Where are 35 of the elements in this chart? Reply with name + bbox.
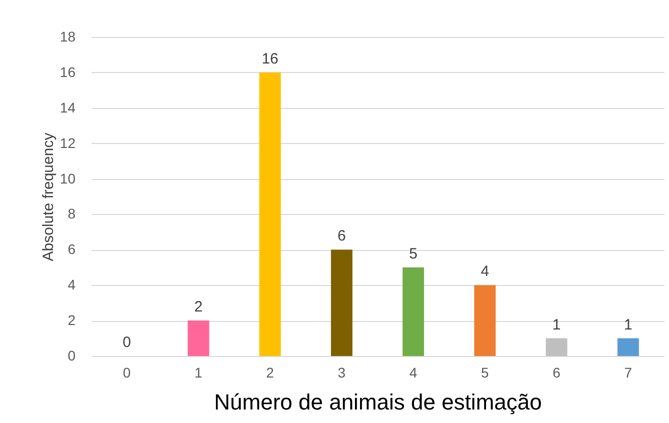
y-tick-label: 4 — [68, 276, 76, 293]
y-tick-label: 10 — [60, 170, 76, 186]
data-label: 4 — [480, 263, 490, 280]
x-tick-label: 3 — [338, 364, 346, 380]
y-tick-label: 14 — [60, 99, 76, 116]
x-tick-label: 4 — [409, 364, 418, 380]
data-label: 16 — [262, 50, 278, 68]
y-tick-label: 16 — [60, 64, 76, 80]
x-tick-label: 0 — [122, 364, 131, 380]
y-tick-label: 6 — [68, 241, 76, 258]
bar — [259, 72, 281, 356]
data-label: 2 — [194, 298, 203, 316]
y-tick-label: 2 — [68, 312, 76, 328]
y-axis-title: Absolute frequency — [40, 132, 57, 262]
x-axis-title: Número de animais de estimação — [214, 390, 542, 414]
x-tick-label: 1 — [194, 364, 203, 380]
bar — [402, 267, 424, 356]
data-label: 1 — [624, 316, 632, 334]
y-tick-label: 8 — [68, 206, 76, 222]
bar — [474, 285, 496, 356]
y-tick-label: 0 — [68, 348, 76, 364]
y-tick-label: 12 — [60, 134, 76, 151]
data-label: 5 — [409, 245, 418, 262]
x-tick-label: 6 — [552, 364, 561, 380]
bar — [546, 338, 568, 356]
x-tick-label: 2 — [266, 364, 274, 380]
x-tick-label: 7 — [624, 364, 632, 380]
bar — [330, 250, 352, 356]
data-label: 6 — [338, 228, 346, 245]
bar — [617, 338, 639, 356]
y-tick-label: 18 — [60, 28, 76, 44]
x-tick-label: 5 — [481, 364, 490, 380]
data-label: 0 — [122, 334, 131, 351]
data-label: 1 — [552, 316, 561, 334]
bar — [188, 320, 210, 356]
